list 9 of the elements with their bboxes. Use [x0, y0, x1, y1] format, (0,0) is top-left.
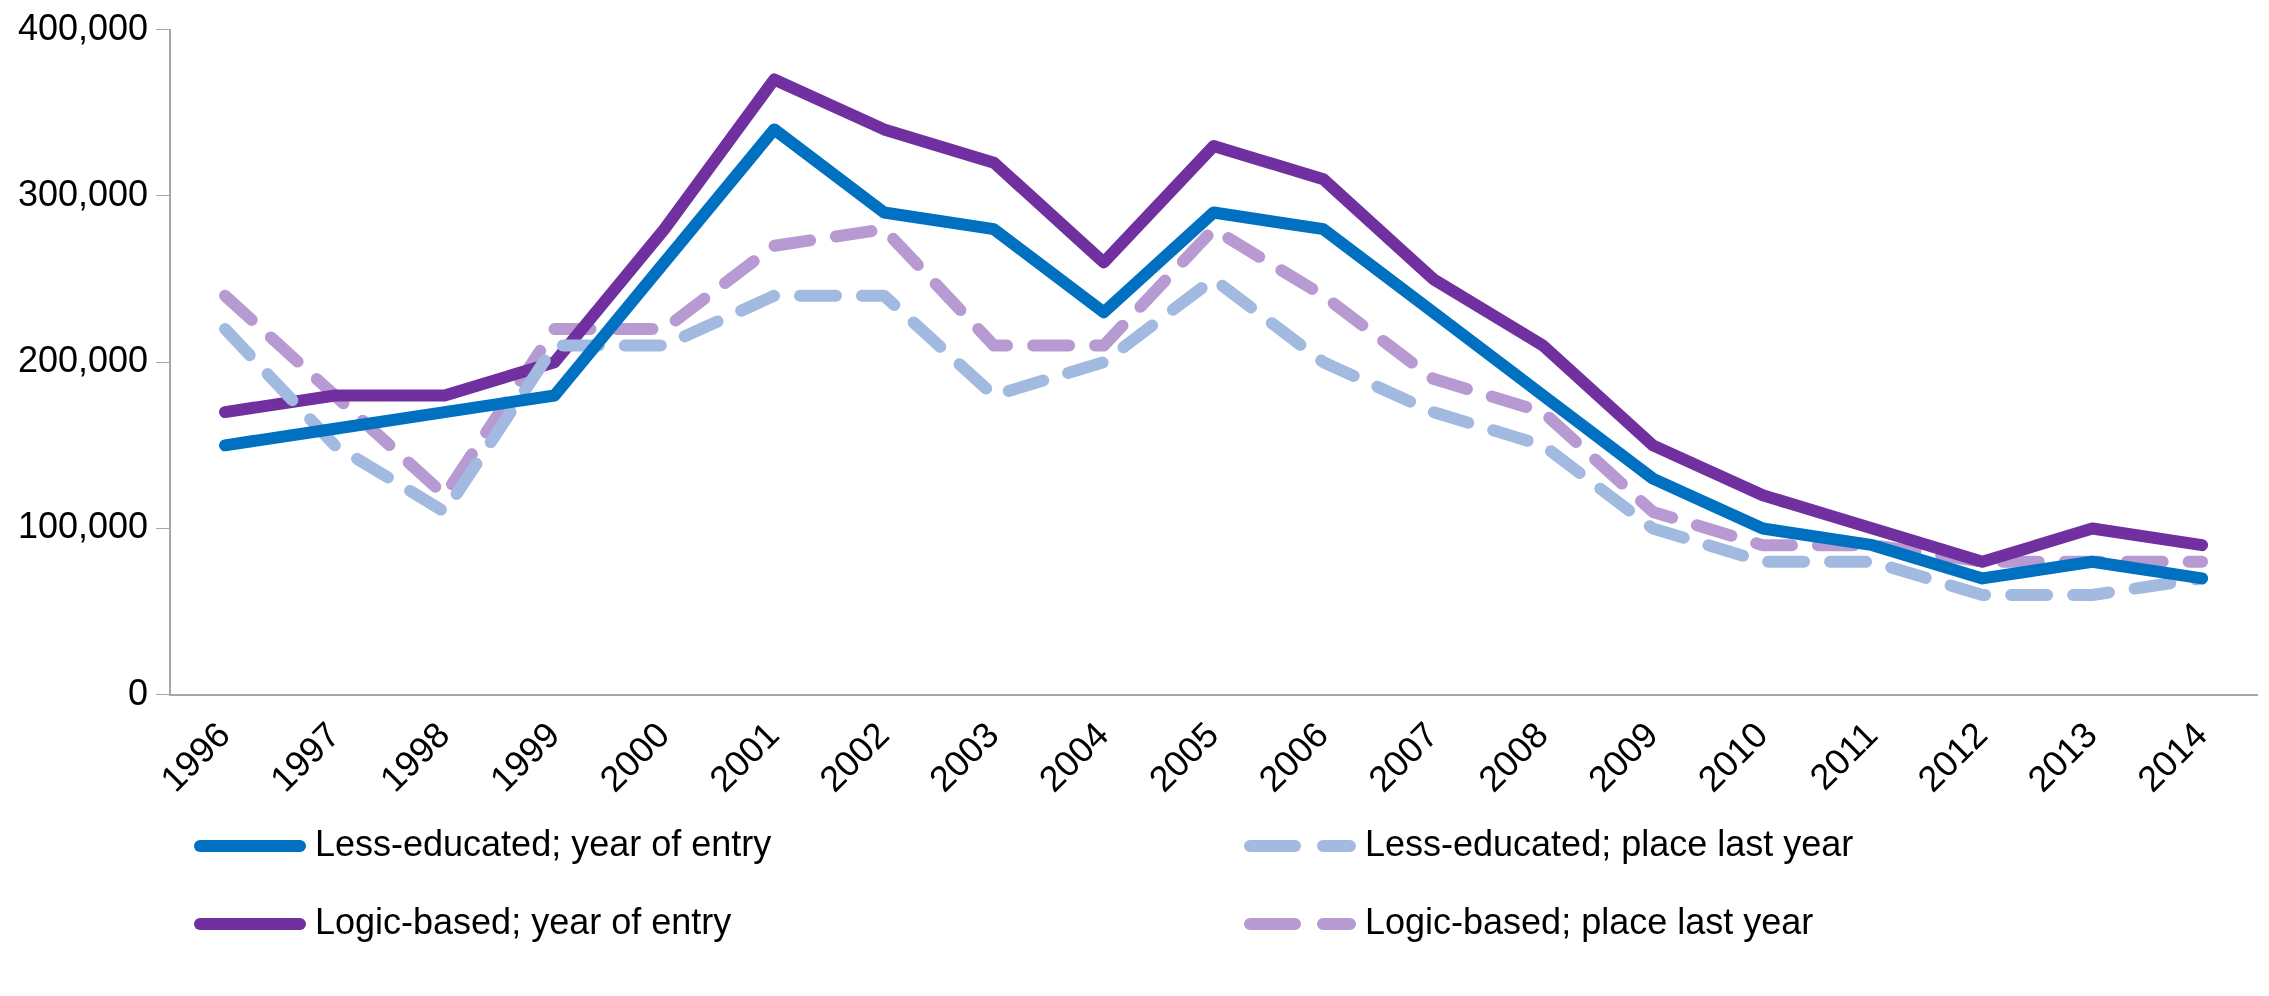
legend-label: Logic-based; place last year: [1365, 900, 1814, 942]
y-tick-label: 0: [128, 671, 149, 713]
y-tick-label: 100,000: [17, 505, 149, 547]
y-tick-label: 300,000: [17, 172, 149, 214]
legend-label: Logic-based; year of entry: [315, 900, 732, 942]
y-tick-label: 200,000: [17, 339, 149, 381]
legend-label: Less-educated; place last year: [1365, 822, 1854, 864]
legend-label: Less-educated; year of entry: [315, 822, 772, 864]
y-tick-label: 400,000: [17, 6, 149, 48]
